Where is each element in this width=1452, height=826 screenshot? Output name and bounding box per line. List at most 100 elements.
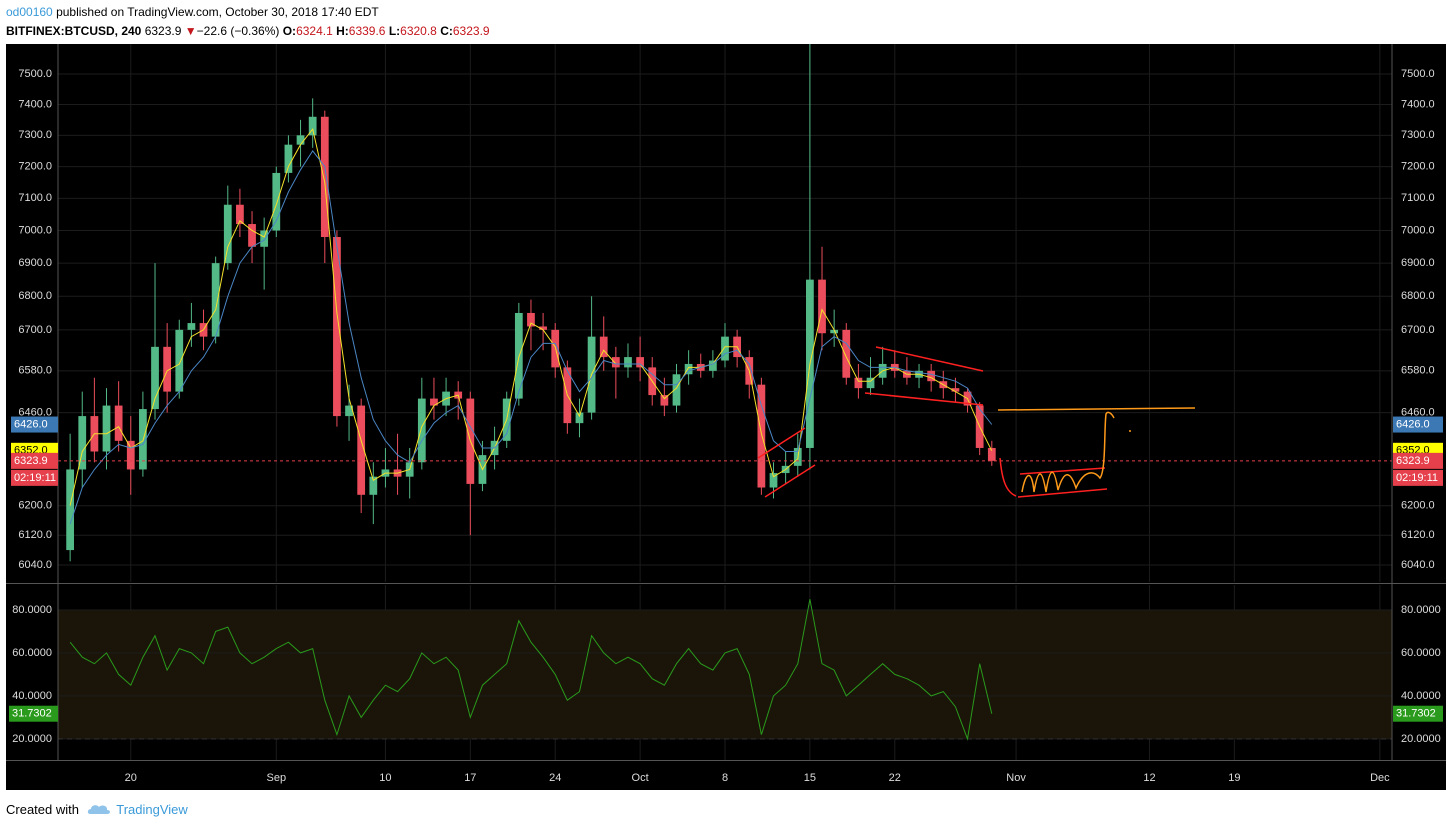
candle-body (624, 357, 632, 368)
y-tick-label: 7500.0 (18, 68, 52, 80)
y-tick-label: 6580.0 (1401, 365, 1435, 377)
candle-body (818, 279, 826, 334)
candle-body (611, 357, 620, 368)
candle-body (333, 236, 341, 417)
y-tick-label: 7400.0 (1401, 98, 1435, 110)
y-tick-label: 7300.0 (1401, 129, 1435, 141)
y-tick-label: 6120.0 (18, 529, 52, 541)
y-tick-label: 7000.0 (1401, 224, 1435, 236)
arrow: ▼ (184, 24, 197, 38)
y-tick-label: 6800.0 (18, 290, 52, 302)
y-tick-label: 7500.0 (1401, 68, 1435, 80)
x-tick-label: 19 (1228, 772, 1240, 784)
countdown-label: 02:19:11 (14, 472, 56, 484)
axes: 6040.0 6040.0 6120.0 6120.0 6200.0 6200.0 6460… (6, 44, 1446, 784)
candle-body (599, 336, 608, 358)
indicator-badge-label: 31.7302 (12, 708, 52, 720)
price-badge-label: 6323.9 (14, 455, 48, 467)
indicator-badge-label: 31.7302 (1396, 708, 1436, 720)
y-tick-label: 7000.0 (18, 224, 52, 236)
x-tick-label: Dec (1370, 772, 1390, 784)
quote-value: 6323.9 (452, 24, 490, 38)
projection-wave (1021, 411, 1115, 493)
y-tick-label: 7200.0 (18, 161, 52, 173)
candle-body (636, 357, 644, 368)
candle-body (175, 329, 184, 392)
candle-body (417, 398, 426, 463)
trend-line (1019, 467, 1106, 475)
candle-body (357, 405, 366, 495)
x-tick-label: 8 (722, 772, 728, 784)
drawings (757, 346, 1196, 498)
y-tick-label: 7100.0 (1401, 192, 1435, 204)
indicator-badge (1393, 705, 1443, 722)
y-tick-label: 6200.0 (1401, 500, 1435, 512)
candle-body (260, 230, 269, 247)
x-tick-label: Sep (267, 772, 287, 784)
candle-body (854, 377, 863, 389)
candle-body (284, 144, 293, 173)
quote-value: 6324.1 (296, 24, 333, 38)
y-tick-label: 6040.0 (1401, 559, 1435, 571)
y-tick-label: 80.0000 (1401, 604, 1441, 616)
y-tick-label: 6700.0 (1401, 324, 1435, 336)
y-tick-label: 6040.0 (18, 559, 52, 571)
candle-body (211, 263, 220, 337)
candle-body (769, 473, 778, 488)
candle-body (539, 326, 547, 330)
last-price: 6323.9 (144, 24, 182, 38)
moving-average (69, 150, 993, 525)
candle-body (430, 398, 438, 406)
candle-body (248, 224, 256, 247)
trend-line (764, 464, 816, 498)
author[interactable]: od00160 (6, 5, 53, 19)
candle-body (927, 370, 936, 382)
candle-body (575, 412, 584, 424)
candle-body (345, 405, 353, 417)
price-badge-label: 6323.9 (1396, 455, 1430, 467)
quote-label: H: (336, 24, 349, 38)
y-tick-label: 7300.0 (18, 129, 52, 141)
quote-value: 6339.6 (348, 24, 386, 38)
x-tick-label: 24 (549, 772, 561, 784)
y-tick-label: 60.0000 (1401, 647, 1441, 659)
brand[interactable]: TradingView (116, 802, 188, 817)
candle-body (842, 329, 851, 378)
candle-body (708, 360, 717, 371)
byline: published on TradingView.com, October 30… (56, 5, 379, 19)
trend-line (1017, 488, 1108, 498)
candle-body (369, 476, 378, 495)
candle-body (757, 384, 766, 488)
candle-body (272, 172, 281, 231)
candle-body (830, 329, 839, 334)
x-tick-label: 20 (125, 772, 137, 784)
y-tick-label: 6800.0 (1401, 290, 1435, 302)
candle-body (951, 388, 960, 392)
candle-body (66, 469, 75, 551)
x-tick-label: 22 (889, 772, 901, 784)
candle-body (151, 346, 159, 410)
quote-label: O: (282, 24, 297, 38)
candle-body (721, 336, 729, 361)
price-badge (11, 416, 58, 433)
y-tick-label: 6700.0 (18, 324, 52, 336)
y-tick-label: 6900.0 (18, 257, 52, 269)
y-tick-label: 40.0000 (1401, 690, 1441, 702)
y-tick-label: 6460.0 (1401, 406, 1435, 418)
candle-body (102, 405, 111, 452)
header: od00160 published on TradingView.com, Oc… (6, 3, 490, 41)
y-tick-label: 6580.0 (18, 365, 52, 377)
footer: Created with TradingView (6, 800, 188, 817)
price-badge (11, 452, 58, 469)
candle-body (223, 204, 232, 264)
trend-line (757, 427, 806, 459)
y-tick-label: 80.0000 (12, 604, 52, 616)
symbol: BITFINEX:BTCUSD, 240 (6, 24, 142, 38)
price-pane (58, 44, 1392, 582)
candle-body (866, 377, 875, 389)
x-tick-label: 12 (1143, 772, 1155, 784)
candle-body (163, 346, 172, 392)
indicator-band (58, 609, 1392, 739)
candle-body (684, 363, 693, 375)
